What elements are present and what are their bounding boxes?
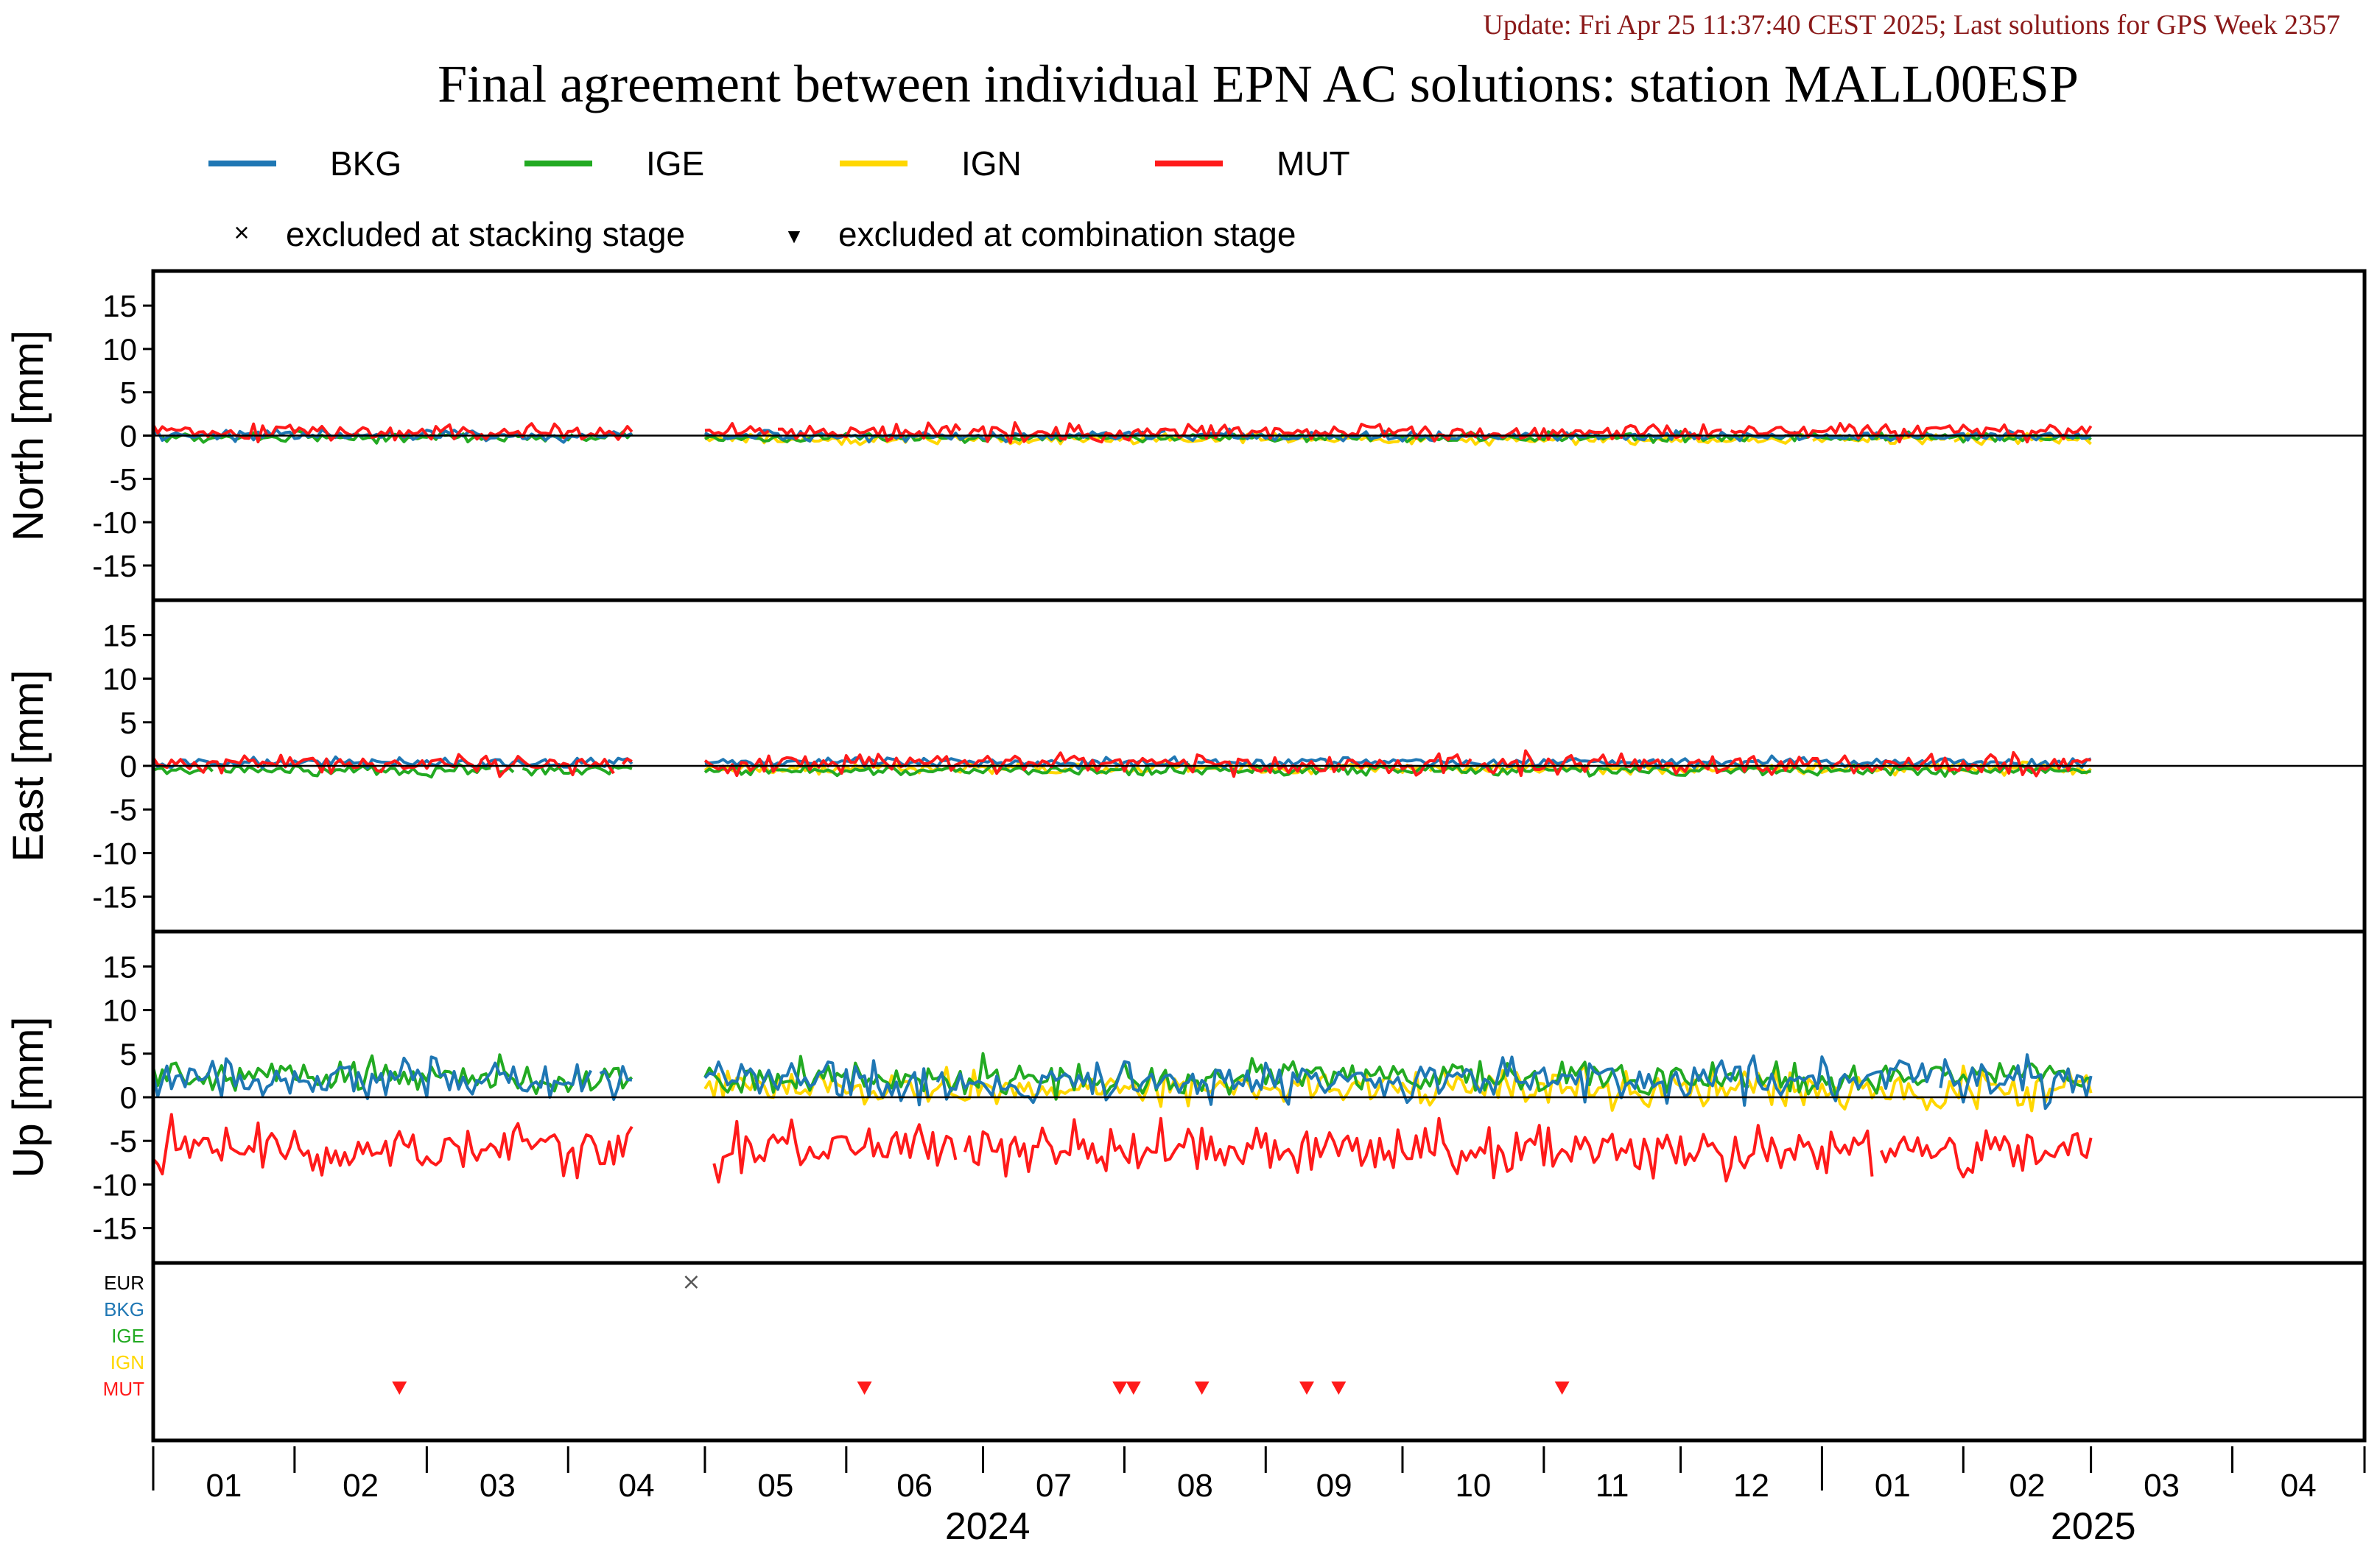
panel-1: -15 -10 -5 0 5 10 15 East [mm] [4,598,2367,934]
y-tick-label: 0 [120,1080,137,1115]
y-tick-label: -10 [92,1167,137,1202]
exclusion-marker-combination [857,1382,872,1395]
month-label: 08 [1177,1468,1213,1504]
y-tick-label: -15 [92,549,137,583]
month-label: 12 [1733,1468,1769,1504]
exclusion-marker-combination [1112,1382,1128,1395]
y-axis-label: North [mm] [4,330,52,541]
exclusion-row-label-mut: MUT [103,1378,144,1400]
y-axis-label: East [mm] [4,669,52,862]
legend-label-ign: IGN [961,144,1022,183]
series-mut-line [1479,749,1824,778]
series-mut-line [621,757,633,765]
y-tick-label: -15 [92,880,137,915]
exclusion-marker-combination [1331,1382,1347,1395]
month-label: 11 [1596,1468,1629,1504]
month-label: 04 [2281,1468,2317,1504]
year-label: 2025 [2051,1505,2136,1545]
y-tick-label: 10 [102,993,137,1028]
month-label: 10 [1455,1468,1491,1504]
series-bkg-line [152,1055,592,1100]
month-label: 04 [619,1468,655,1504]
y-tick-label: 0 [120,419,137,454]
series-bkg-line [703,1059,930,1107]
plot-panels: -15 -10 -5 0 5 10 15 North [mm] -15 -10 -5 0 5 10 15 Ea… [4,269,2367,1265]
legend-label-mut: MUT [1277,144,1350,183]
series-mut-line [777,421,962,443]
month-label: 02 [2009,1468,2045,1504]
month-label: 03 [480,1468,516,1504]
time-axis: 01 02 03 04 05 06 07 08 09 10 11 12 01 02 03 04 2024 2025 [152,1446,2366,1545]
update-text: Update: Fri Apr 25 11:37:40 CEST 2025; L… [1483,10,2340,41]
month-label: 05 [757,1468,793,1504]
series-mut-line [1880,1129,2093,1179]
series-mut-line [704,422,770,436]
series-bkg-line [1939,1053,2093,1111]
series-ign-line [703,1063,2093,1113]
exclusion-marker-combination [392,1382,407,1395]
month-label: 01 [1875,1468,1911,1504]
series-ige-line [703,762,2092,778]
y-tick-label: 5 [120,705,137,740]
chart-title: Final agreement between individual EPN A… [438,54,2079,113]
series-ige-line [220,762,491,779]
y-tick-label: -10 [92,836,137,870]
y-tick-label: 15 [102,289,137,323]
legend-label-bkg: BKG [330,144,401,183]
y-axis-label: Up [mm] [4,1016,52,1178]
month-label: 03 [2144,1468,2180,1504]
y-tick-label: 15 [102,618,137,652]
month-label: 06 [896,1468,933,1504]
series-ign-line [1954,432,2092,446]
series-mut-line [963,1116,1874,1183]
series-bkg-line [935,1054,1933,1107]
stacking-symbol: × [234,217,249,247]
exclusion-panel: EUR BKG IGE IGN MUT [103,1261,2367,1443]
series-mut-line [152,1113,633,1180]
exclusion-marker-combination [1554,1382,1570,1395]
month-label: 09 [1316,1468,1352,1504]
series-mut-line [968,421,1722,444]
exclusion-frame [151,1261,2367,1443]
y-tick-label: -5 [110,792,137,827]
y-tick-label: -10 [92,505,137,540]
exclusion-marker-combination [1299,1382,1314,1395]
y-tick-label: 15 [102,949,137,984]
month-label: 02 [343,1468,379,1504]
combination-symbol: ▼ [784,225,804,247]
y-tick-label: 0 [120,749,137,784]
series-mut-line [703,751,1472,778]
exclusion-marker-combination [1194,1382,1210,1395]
y-tick-label: -5 [110,462,137,496]
series-ige-line [703,1052,1749,1101]
month-label: 01 [206,1468,242,1504]
month-label: 07 [1036,1468,1072,1504]
legend-label-ige: IGE [646,144,704,183]
series-ige-line [1757,1060,2091,1097]
series-mut-line [152,753,615,778]
series-mut-line [712,1118,958,1184]
series-ign-line [703,432,980,446]
panel-2: -15 -10 -5 0 5 10 15 Up [mm] [4,929,2367,1265]
legend: BKG IGE IGN MUT × excluded at stacking stage ▼… [208,144,1350,253]
exclusion-marker-stacking [684,1275,698,1289]
exclusion-row-label-ign: IGN [110,1351,144,1373]
exclusion-marker-combination [1126,1382,1141,1395]
y-tick-label: 10 [102,662,137,697]
exclusion-row-label-eur: EUR [104,1272,144,1294]
exclusion-row-label-ige: IGE [111,1325,144,1347]
exclusion-row-label-bkg: BKG [104,1298,144,1320]
legend-excluded-combination: excluded at combination stage [838,215,1296,253]
y-tick-label: -15 [92,1211,137,1246]
y-tick-label: 5 [120,1037,137,1071]
year-label: 2024 [945,1505,1031,1545]
series-mut-line [152,422,633,443]
y-tick-label: 5 [120,376,137,410]
legend-excluded-stacking: excluded at stacking stage [286,215,685,253]
series-bkg-line [599,1065,633,1101]
y-tick-label: -5 [110,1124,137,1158]
panel-0: -15 -10 -5 0 5 10 15 North [mm] [4,269,2367,602]
y-tick-label: 10 [102,332,137,367]
